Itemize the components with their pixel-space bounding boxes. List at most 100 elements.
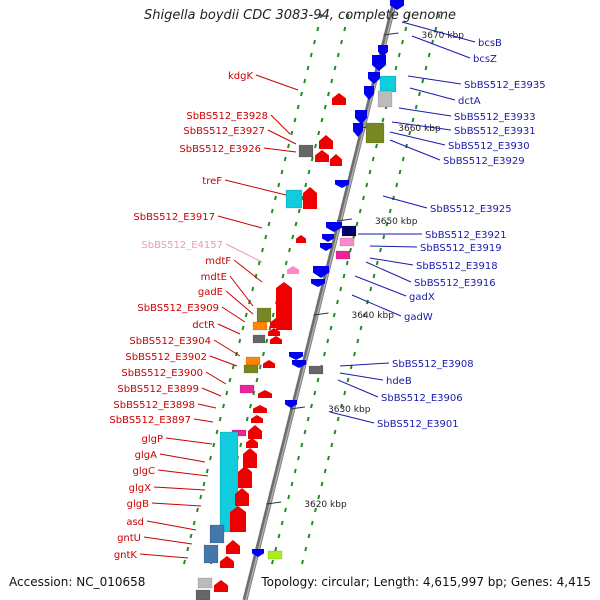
- gene-block: [365, 122, 385, 144]
- right-label-leader: [369, 245, 418, 248]
- right-gene-label: SbBS512_E3906: [381, 393, 463, 404]
- tick-dash-left-outer: [238, 338, 242, 344]
- tick-dash-left-outer: [303, 78, 307, 84]
- gene-block: [209, 524, 225, 544]
- tick-dash-right-outer: [356, 338, 360, 344]
- tick-dash-right: [368, 169, 372, 175]
- tick-dash-left: [294, 221, 298, 227]
- tick-dash-right: [407, 13, 411, 19]
- gene-arrow-forward: [238, 466, 252, 488]
- tick-dash-left-outer: [319, 13, 323, 19]
- tick-dash-right-outer: [408, 130, 412, 136]
- left-gene-label: glgP: [141, 434, 163, 445]
- tick-dash-left-outer: [202, 481, 206, 487]
- left-gene-label: asd: [126, 517, 144, 528]
- tick-dash-left: [291, 234, 295, 240]
- gene-arrow-reverse: [353, 123, 363, 137]
- tick-dash-right-outer: [395, 182, 399, 188]
- gene-arrow-reverse: [372, 55, 386, 71]
- tick-dash-right: [381, 117, 385, 123]
- tick-dash-left-outer: [186, 546, 190, 552]
- tick-dash-right: [375, 143, 378, 149]
- right-label-leader: [337, 379, 379, 398]
- tick-dash-right-outer: [362, 312, 366, 318]
- tick-dash-left-outer: [309, 52, 313, 58]
- gene-arrow-forward: [268, 328, 280, 336]
- left-gene-label: glgX: [129, 483, 151, 494]
- tick-dash-right-outer: [427, 52, 431, 58]
- left-gene-label: SbBS512_E3917: [133, 212, 215, 223]
- right-label-leader: [389, 139, 441, 161]
- tick-dash-right: [280, 520, 284, 526]
- kbp-tick-label: 3660 kbp: [398, 124, 441, 134]
- right-gene-label: SbBS512_E3916: [414, 278, 496, 289]
- accession-text: Accession: NC_010658: [9, 575, 146, 589]
- gene-arrow-forward: [330, 154, 342, 166]
- tick-dash-right-outer: [382, 234, 386, 240]
- left-label-leader: [197, 403, 217, 409]
- tick-dash-right-outer: [340, 403, 343, 409]
- tick-dash-left: [245, 416, 249, 422]
- gene-arrow-forward: [230, 506, 246, 532]
- right-label-leader: [369, 257, 414, 266]
- left-label-leader: [270, 114, 291, 135]
- genome-backbone: [242, 0, 398, 600]
- gene-arrow-reverse: [326, 222, 342, 232]
- tick-dash-right: [394, 65, 398, 71]
- left-gene-label: gntK: [114, 550, 138, 561]
- right-gene-label: SbBS512_E3925: [430, 204, 512, 215]
- gene-arrow-reverse: [320, 243, 332, 251]
- gene-block: [252, 321, 268, 331]
- tick-dash-left-outer: [257, 260, 261, 266]
- tick-dash-left-outer: [244, 312, 248, 318]
- right-gene-label: SbBS512_E3930: [448, 141, 530, 152]
- left-gene-label: gadE: [198, 287, 223, 298]
- gene-arrow-forward: [251, 415, 263, 423]
- tick-dash-right: [297, 455, 300, 461]
- topology-text: Topology: circular; Length: 4,615,997 bp…: [261, 575, 591, 589]
- tick-dash-left-outer: [189, 533, 193, 539]
- left-gene-label: SbBS512_E3897: [109, 415, 191, 426]
- kbp-tick-label: 3650 kbp: [375, 217, 418, 227]
- right-label-leader: [365, 261, 412, 283]
- gene-block: [298, 144, 314, 158]
- left-label-leader: [143, 536, 193, 545]
- tick-dash-right-outer: [369, 286, 373, 292]
- tick-dash-left-outer: [231, 364, 235, 370]
- tick-dash-right-outer: [353, 351, 356, 357]
- left-gene-label: kdgK: [228, 71, 253, 82]
- tick-dash-left: [301, 195, 304, 201]
- gene-arrow-reverse: [378, 45, 388, 57]
- right-gene-label: SbBS512_E3921: [425, 230, 507, 241]
- tick-dash-right-outer: [379, 247, 382, 253]
- left-label-leader: [146, 520, 197, 531]
- gene-arrow-reverse: [289, 352, 303, 360]
- left-label-leader: [153, 486, 206, 491]
- tick-dash-left: [255, 377, 259, 383]
- left-gene-label: SbBS512_E4157: [141, 240, 223, 251]
- gene-arrow-reverse: [285, 400, 297, 408]
- gene-arrow-reverse: [364, 86, 374, 100]
- tick-dash-left: [307, 169, 311, 175]
- kbp-tick-label: 3670 kbp: [422, 31, 465, 41]
- gene-arrow-forward: [258, 390, 272, 398]
- tick-dash-left-outer: [290, 130, 294, 136]
- right-label-leader: [339, 362, 390, 367]
- tick-dash-right-outer: [336, 416, 340, 422]
- tick-dash-right-outer: [327, 455, 330, 461]
- tick-dash-left: [320, 117, 324, 123]
- gene-block: [239, 384, 255, 394]
- tick-dash-right: [274, 546, 278, 552]
- left-gene-label: glgA: [135, 450, 157, 461]
- tick-dash-left-outer: [293, 117, 297, 123]
- gene-block: [335, 250, 351, 260]
- tick-dash-left: [343, 26, 347, 32]
- right-gene-label: hdeB: [386, 376, 412, 387]
- tick-dash-left: [323, 104, 327, 110]
- right-label-leader: [329, 411, 375, 424]
- tick-dash-right: [339, 286, 343, 292]
- right-gene-label: SbBS512_E3935: [464, 80, 546, 91]
- left-label-leader: [193, 418, 214, 423]
- tick-dash-right: [342, 273, 346, 279]
